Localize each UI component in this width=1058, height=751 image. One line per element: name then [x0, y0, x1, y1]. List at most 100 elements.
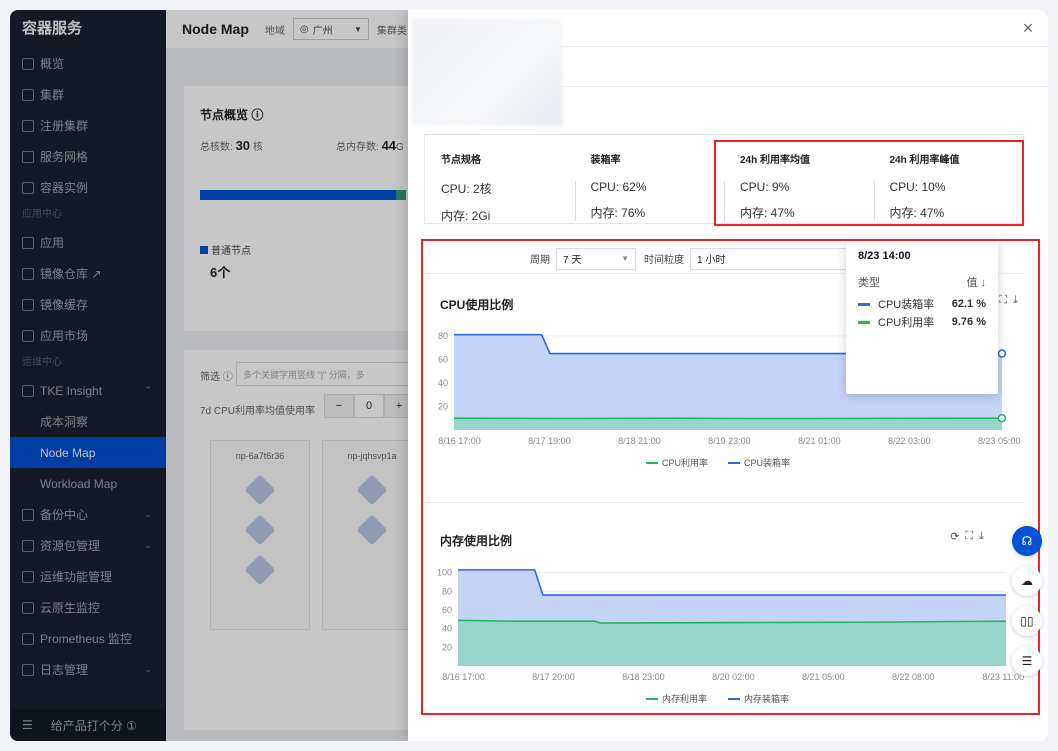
sidebar-item-label: 容器实例: [40, 181, 89, 195]
stepper-minus-button[interactable]: −: [324, 394, 354, 418]
y-tick-label: 80: [442, 586, 452, 596]
series-area-CPU利用率: [454, 418, 1002, 430]
sidebar-item[interactable]: 注册集群: [10, 110, 166, 141]
period-select[interactable]: 7 天 ▼: [556, 247, 636, 270]
x-tick-label: 8/23 11:00: [982, 672, 1024, 682]
sidebar-item-label: 概览: [40, 57, 65, 71]
x-tick-label: 8/21 05:00: [802, 672, 845, 682]
menu-icon: [22, 601, 34, 614]
sidebar-item[interactable]: 集群: [10, 79, 166, 110]
x-tick-label: 8/16 17:00: [442, 672, 485, 682]
sidebar-item[interactable]: 应用市场: [10, 320, 166, 351]
sidebar-item[interactable]: 备份中心 ⌄: [10, 499, 166, 530]
node-count: 6个: [210, 265, 231, 280]
refresh-icon[interactable]: ⟳: [950, 531, 960, 543]
cpu-filter-label: 7d CPU利用率均值使用率: [200, 406, 316, 417]
fullscreen-icon[interactable]: ⛶: [999, 294, 1008, 306]
menu-icon: [22, 88, 34, 101]
sidebar-nav: 概览 集群 注册集群 服务网格 容器实例 应用中心 应用 镜像仓库 ↗ 镜像缓存 应用市场 运维中心…: [10, 48, 166, 685]
node-card[interactable]: np-jqhsvp1a: [322, 440, 422, 630]
fullscreen-icon[interactable]: ⛶: [965, 530, 974, 542]
total-cores: 总核数: 30 核: [200, 138, 263, 153]
menu-icon: [22, 57, 34, 70]
sidebar-item[interactable]: 概览: [10, 48, 166, 79]
sidebar-item[interactable]: 资源包管理 ⌄: [10, 530, 166, 561]
menu-icon: [22, 267, 34, 280]
region-label: 地域: [264, 25, 285, 37]
legend-label: 内存利用率: [662, 693, 707, 704]
stepper-value[interactable]: 0: [354, 394, 384, 418]
y-tick-label: 20: [438, 401, 448, 411]
menu-collapse-icon[interactable]: ☰: [22, 718, 33, 732]
sidebar-item[interactable]: 云原生监控: [10, 592, 166, 623]
sidebar-item[interactable]: 镜像仓库 ↗: [10, 258, 166, 289]
tooltip-row: CPU装箱率 62.1 %: [858, 296, 986, 312]
app-frame: 容器服务 概览 集群 注册集群 服务网格 容器实例 应用中心 应用 镜像仓库 ↗ 镜像缓存 应用市…: [10, 10, 1048, 741]
spec-mem: 内存: 47%: [889, 206, 945, 220]
series-area-内存利用率: [458, 620, 1006, 666]
download-icon[interactable]: ⤓: [1013, 294, 1018, 306]
x-tick-label: 8/18 23:00: [622, 672, 665, 682]
y-tick-label: 100: [437, 568, 452, 578]
close-button[interactable]: ×: [1022, 18, 1034, 38]
sidebar-item[interactable]: 镜像缓存: [10, 289, 166, 320]
headset-icon[interactable]: ☊: [1012, 526, 1042, 556]
spec-column: 节点规格 CPU: 2核 内存: 2Gi: [425, 135, 575, 223]
menu-icon: [22, 632, 34, 645]
sidebar-item[interactable]: Node Map: [10, 437, 166, 468]
tooltip-col-type: 类型: [858, 277, 880, 289]
download-icon[interactable]: ⤓: [979, 530, 984, 542]
sidebar-item[interactable]: 运维功能管理: [10, 561, 166, 592]
x-tick-label: 8/20 02:00: [712, 672, 755, 682]
menu-icon: [22, 508, 34, 521]
sidebar-item[interactable]: 应用: [10, 227, 166, 258]
total-mem-value: 44: [381, 138, 397, 153]
list-icon[interactable]: ☰: [1012, 646, 1042, 676]
y-tick-label: 60: [442, 605, 452, 615]
tooltip-col-value[interactable]: 值 ↓: [966, 277, 986, 289]
sidebar-item-label: 镜像仓库 ↗: [40, 267, 102, 281]
spec-cpu: CPU: 2核: [441, 182, 492, 196]
total-memory: 总内存数: 44G: [336, 138, 404, 153]
x-tick-label: 8/17 20:00: [532, 672, 575, 682]
chevron-icon: ⌄: [144, 509, 152, 519]
sidebar-item[interactable]: 服务网格: [10, 141, 166, 172]
series-line-内存装箱率: [458, 569, 1006, 596]
sidebar-item[interactable]: Prometheus 监控: [10, 623, 166, 654]
chevron-icon: ⌃: [144, 385, 152, 395]
legend-label: CPU利用率: [662, 457, 708, 468]
node-overview-title: 节点概览 ⓘ: [200, 108, 264, 122]
chevron-icon: ⌄: [144, 540, 152, 550]
menu-icon: [22, 329, 34, 342]
sidebar-item[interactable]: 成本洞察: [10, 406, 166, 437]
spec-header: 24h 利用率均值: [740, 155, 811, 166]
book-icon[interactable]: ▯▯: [1012, 606, 1042, 636]
sidebar-item-label: 备份中心: [40, 508, 89, 522]
cloud-icon[interactable]: ☁: [1012, 566, 1042, 596]
chevron-down-icon: ▼: [621, 254, 629, 263]
sidebar-item-label: 日志管理: [40, 663, 89, 677]
spec-mem: 内存: 76%: [590, 206, 646, 220]
node-card[interactable]: np-6a7t6r36: [210, 440, 310, 630]
divider: [558, 46, 1048, 47]
sidebar-item-label: Node Map: [40, 445, 96, 460]
sidebar-item[interactable]: 日志管理 ⌄: [10, 654, 166, 685]
sidebar-item[interactable]: Workload Map: [10, 468, 166, 499]
chart-toolbar: ⛶ ⤓: [999, 294, 1018, 307]
spec-column: 装箱率 CPU: 62% 内存: 76%: [574, 135, 725, 223]
y-tick-label: 40: [438, 378, 448, 388]
rate-product-button[interactable]: ☰ 给产品打个分 ①: [10, 709, 166, 741]
spec-cpu: CPU: 9%: [740, 180, 790, 194]
period-label: 周期: [530, 255, 550, 266]
sidebar-item[interactable]: TKE Insight ⌃: [10, 375, 166, 406]
total-mem-unit: G: [396, 142, 404, 153]
spec-mem: 内存: 2Gi: [441, 209, 491, 223]
sidebar-item[interactable]: 容器实例: [10, 172, 166, 203]
menu-icon: [22, 539, 34, 552]
memory-chart-card: 内存使用比例 ⟳ ⛶ ⤓ 20 40 60 80 100 8/16 17:00 8/17 2…: [424, 512, 1024, 722]
chart-title: 内存使用比例: [440, 534, 513, 548]
sidebar-item-label: 服务网格: [40, 150, 89, 164]
region-select[interactable]: ◎ 广州 ▼: [292, 18, 369, 40]
chart-toolbar: ⟳ ⛶ ⤓: [950, 530, 984, 543]
tooltip-header: 类型 值 ↓: [858, 274, 986, 290]
